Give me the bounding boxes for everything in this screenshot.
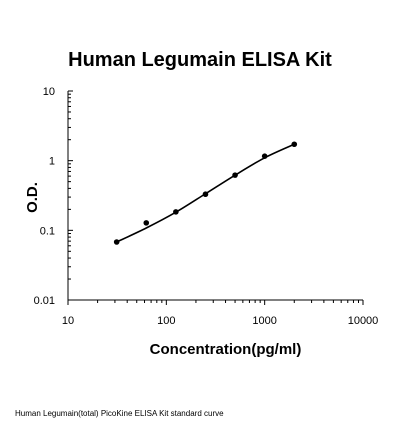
y-tick-label: 1 (49, 156, 55, 168)
data-point (232, 172, 238, 178)
x-tick-label: 10000 (348, 315, 379, 327)
data-point (173, 209, 179, 215)
y-axis-label: O.D. (24, 182, 41, 213)
y-tick-label: 10 (43, 86, 55, 98)
chart-title: Human Legumain ELISA Kit (68, 49, 332, 71)
figure-caption: Human Legumain(total) PicoKine ELISA Kit… (15, 409, 224, 418)
x-tick-label: 100 (157, 315, 175, 327)
data-point (202, 191, 209, 198)
x-tick-label: 1000 (252, 315, 276, 327)
y-tick-label: 0.01 (34, 295, 55, 307)
x-axis-label: Concentration(pg/ml) (150, 341, 302, 358)
x-tick-label: 10 (62, 315, 74, 327)
y-tick-label: 0.1 (40, 225, 55, 237)
data-point (143, 220, 150, 226)
data-point (291, 141, 298, 148)
data-point (261, 153, 268, 159)
data-point (113, 239, 120, 245)
chart-plot: 10 100 1000 10000 10 1 0.1 0.01 Concentration(p… (24, 86, 379, 358)
